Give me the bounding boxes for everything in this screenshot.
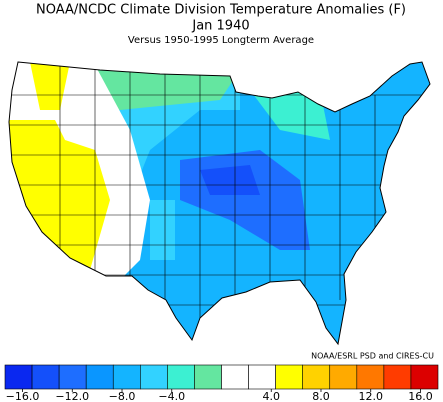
colorbar-box — [221, 364, 249, 390]
region — [200, 165, 260, 195]
colorbar-box — [140, 364, 168, 390]
colorbar-box — [31, 364, 60, 390]
colorbar-box — [194, 364, 222, 390]
map — [9, 62, 430, 344]
colorbar-box — [248, 364, 276, 390]
us-outline — [8, 61, 431, 346]
colorbar-box — [275, 364, 303, 390]
division-lines — [9, 62, 430, 320]
tick-label: 4.0 — [262, 390, 280, 402]
subtitle: Jan 1940 — [191, 19, 249, 34]
region — [150, 200, 175, 260]
tick-label: −16.0 — [6, 390, 40, 402]
tick-label: 8.0 — [312, 390, 330, 402]
title: NOAA/NCDC Climate Division Temperature A… — [36, 3, 406, 18]
credit: NOAA/ESRL PSD and CIRES-CU — [311, 352, 434, 361]
region — [9, 120, 110, 270]
tick-label: −12.0 — [55, 390, 89, 402]
colorbar-box — [112, 364, 141, 390]
colorbar-box — [85, 364, 114, 390]
colorbar-box — [302, 364, 331, 390]
colorbar-box — [329, 364, 358, 390]
tick-label: 16.0 — [408, 390, 433, 402]
colorbar-box — [356, 364, 385, 390]
tick-label: −4.0 — [158, 390, 185, 402]
colorbar-box — [410, 364, 439, 390]
colorbar-box — [383, 364, 412, 390]
tick-label: 12.0 — [358, 390, 383, 402]
note: Versus 1950-1995 Longterm Average — [128, 35, 314, 46]
colorbar: −16.0 −12.0 −8.0 −4.0 4.0 8.0 12.0 16.0 — [4, 364, 439, 402]
colorbar-box — [167, 364, 195, 390]
colorbar-box — [4, 364, 33, 390]
colorbar-box — [58, 364, 87, 390]
tick-label: −8.0 — [109, 390, 136, 402]
